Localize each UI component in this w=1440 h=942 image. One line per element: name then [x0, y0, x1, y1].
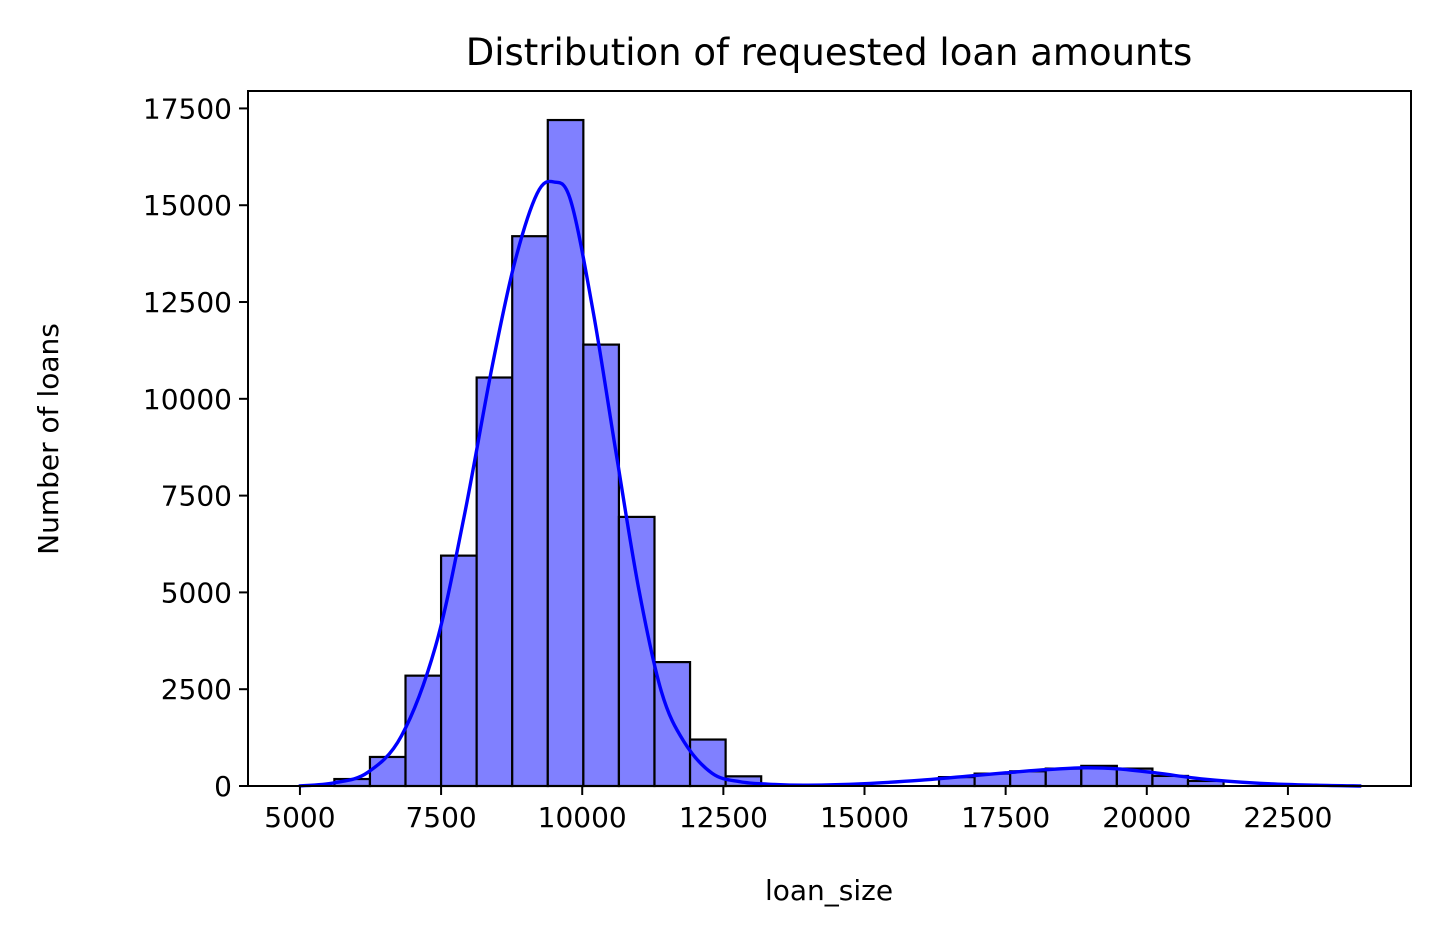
x-tick-label: 22500	[1243, 801, 1332, 834]
x-ticks: 5000 7500 10000 12500 15000 17500 20000 22500	[264, 786, 1332, 834]
x-tick-label: 5000	[264, 801, 335, 834]
y-tick-label: 7500	[161, 480, 232, 513]
y-tick-label: 5000	[161, 576, 232, 609]
histogram-bar	[1044, 767, 1083, 788]
x-tick-label: 7500	[405, 801, 476, 834]
x-tick-label: 20000	[1102, 801, 1191, 834]
kde-line	[298, 179, 1362, 788]
x-tick-label: 10000	[538, 801, 627, 834]
histogram-bar	[368, 755, 407, 788]
histogram-bar	[546, 118, 585, 788]
bars-group	[333, 118, 1225, 788]
histogram-bar	[404, 674, 443, 788]
chart-title: Distribution of requested loan amounts	[466, 31, 1193, 74]
x-tick-label: 17500	[961, 801, 1050, 834]
y-tick-label: 15000	[143, 189, 232, 222]
x-tick-label: 15000	[820, 801, 909, 834]
histogram-bar	[511, 235, 549, 788]
x-axis-label: loan_size	[765, 874, 893, 907]
y-tick-label: 10000	[143, 383, 232, 416]
histogram-bar	[475, 376, 514, 788]
x-tick-label: 12500	[679, 801, 768, 834]
histogram-bar	[617, 515, 656, 788]
y-tick-label: 0	[214, 770, 232, 803]
y-axis-label: Number of loans	[32, 323, 65, 555]
plot-frame	[247, 90, 1412, 787]
histogram-bar	[439, 554, 478, 788]
y-tick-label: 17500	[143, 92, 232, 125]
kde-group	[298, 179, 1362, 788]
y-tick-label: 2500	[161, 673, 232, 706]
y-ticks: 0 2500 5000 7500 10000 12500 15000 17500	[143, 92, 248, 803]
histogram-bar	[582, 343, 621, 788]
y-tick-label: 12500	[143, 286, 232, 319]
